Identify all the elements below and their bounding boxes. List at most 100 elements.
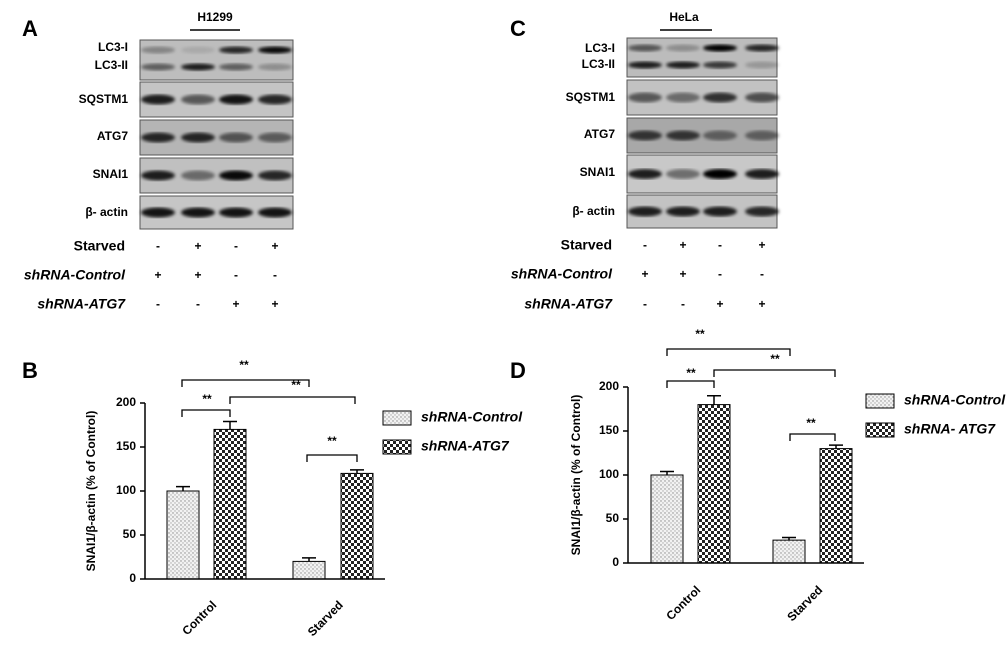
condition-value: +	[232, 297, 239, 311]
blot-row-label: β- actin	[572, 204, 615, 218]
blot-row-label: ATG7	[97, 129, 128, 143]
error-bar	[176, 485, 190, 491]
condition-value: -	[643, 297, 647, 311]
cell-line: HeLa	[669, 10, 699, 24]
legend-label: shRNA-Control	[421, 409, 523, 425]
y-tick-label: 100	[599, 467, 619, 481]
condition-value: +	[679, 238, 686, 252]
significance-bracket	[181, 409, 231, 417]
band	[141, 170, 175, 181]
band	[628, 44, 662, 52]
condition-value: +	[271, 239, 278, 253]
cell-line: H1299	[197, 10, 233, 24]
significance-label: **	[239, 358, 249, 372]
legend-label: shRNA-Control	[904, 392, 1006, 408]
y-tick-label: 0	[612, 555, 619, 569]
blot-row-label: LC3-II	[582, 57, 615, 71]
legend-swatch	[382, 410, 412, 426]
condition-value: +	[271, 297, 278, 311]
blot-bg	[139, 39, 294, 81]
blot-row-label: SNAI1	[580, 165, 616, 179]
band	[181, 207, 215, 218]
y-tick-label: 0	[129, 571, 136, 585]
significance-label: **	[202, 392, 212, 406]
condition-name: shRNA-ATG7	[37, 296, 126, 312]
band	[745, 130, 779, 141]
band	[745, 44, 779, 52]
panel-label: C	[510, 16, 526, 41]
panel-label: A	[22, 16, 38, 41]
y-tick-label: 150	[599, 423, 619, 437]
band	[219, 170, 253, 181]
band	[181, 94, 215, 105]
band	[703, 206, 737, 217]
significance-bracket	[666, 348, 791, 356]
legend-swatch	[865, 393, 895, 409]
condition-value: -	[234, 268, 238, 282]
band	[258, 170, 292, 181]
condition-value: -	[156, 239, 160, 253]
error-bar	[782, 536, 796, 541]
blot	[139, 119, 294, 156]
bar	[166, 490, 200, 580]
significance-bracket	[229, 396, 356, 404]
blot	[139, 157, 294, 194]
band	[258, 94, 292, 105]
error-bar	[223, 420, 237, 430]
significance-label: **	[806, 416, 816, 430]
band	[258, 207, 292, 218]
blot	[626, 117, 779, 154]
bar	[819, 448, 853, 564]
blot	[139, 81, 294, 118]
condition-name: Starved	[74, 238, 125, 254]
condition-value: -	[718, 238, 722, 252]
band	[666, 130, 700, 141]
significance-label: **	[770, 352, 780, 366]
significance-bracket	[666, 380, 715, 388]
significance-bracket	[181, 379, 310, 387]
band	[628, 206, 662, 217]
legend-label: shRNA- ATG7	[904, 421, 996, 437]
band	[628, 61, 662, 69]
y-axis-label: SNAI1/β-actin (% of Control)	[84, 411, 98, 572]
condition-name: shRNA-Control	[24, 267, 126, 283]
condition-value: -	[273, 268, 277, 282]
significance-bracket	[789, 433, 836, 441]
y-tick-label: 100	[116, 483, 136, 497]
x-tick-label: Starved	[784, 583, 825, 624]
bar	[650, 474, 684, 564]
condition-name: shRNA-Control	[511, 266, 613, 282]
x-tick-label: Control	[663, 583, 703, 623]
condition-value: +	[679, 267, 686, 281]
blot-row-label: LC3-I	[98, 40, 128, 54]
blot-row-label: SNAI1	[93, 167, 129, 181]
blot-bg	[626, 37, 778, 78]
significance-label: **	[327, 434, 337, 448]
band	[219, 132, 253, 143]
band	[628, 130, 662, 141]
band	[181, 132, 215, 143]
bar	[697, 404, 731, 564]
y-tick-label: 200	[116, 395, 136, 409]
legend-swatch	[865, 422, 895, 438]
y-tick-label: 50	[606, 511, 620, 525]
band	[745, 206, 779, 217]
band	[141, 207, 175, 218]
y-tick-label: 50	[123, 527, 137, 541]
significance-label: **	[686, 366, 696, 380]
band	[628, 92, 662, 103]
blot-row-label: β- actin	[85, 205, 128, 219]
legend-label: shRNA-ATG7	[421, 438, 510, 454]
bar	[213, 428, 247, 580]
band	[141, 46, 175, 54]
panel-label: D	[510, 358, 526, 383]
condition-value: -	[234, 239, 238, 253]
band	[219, 46, 253, 54]
band	[181, 170, 215, 181]
band	[703, 44, 737, 52]
condition-value: -	[760, 267, 764, 281]
significance-label: **	[695, 327, 705, 341]
band	[258, 132, 292, 143]
error-bar	[707, 395, 721, 405]
